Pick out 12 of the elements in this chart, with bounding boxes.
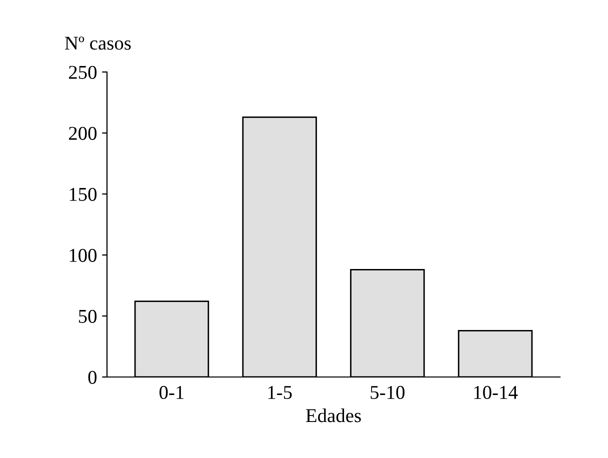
y-tick-label: 100 [70, 248, 97, 262]
y-tick-label: 50 [78, 310, 97, 323]
x-tick-label: 10-14 [474, 386, 518, 400]
x-axis-title: Edades [306, 408, 361, 422]
x-tick-label: 0-1 [159, 386, 184, 400]
y-tick-label: 250 [68, 66, 97, 79]
x-tick-label: 1-5 [268, 386, 292, 400]
y-tick-label: 200 [68, 126, 97, 140]
y-tick-label: 0 [88, 370, 97, 384]
y-axis-title: Nº casos [64, 36, 131, 50]
y-tick-label: 150 [70, 188, 97, 201]
x-tick-label: 5-10 [370, 386, 405, 400]
